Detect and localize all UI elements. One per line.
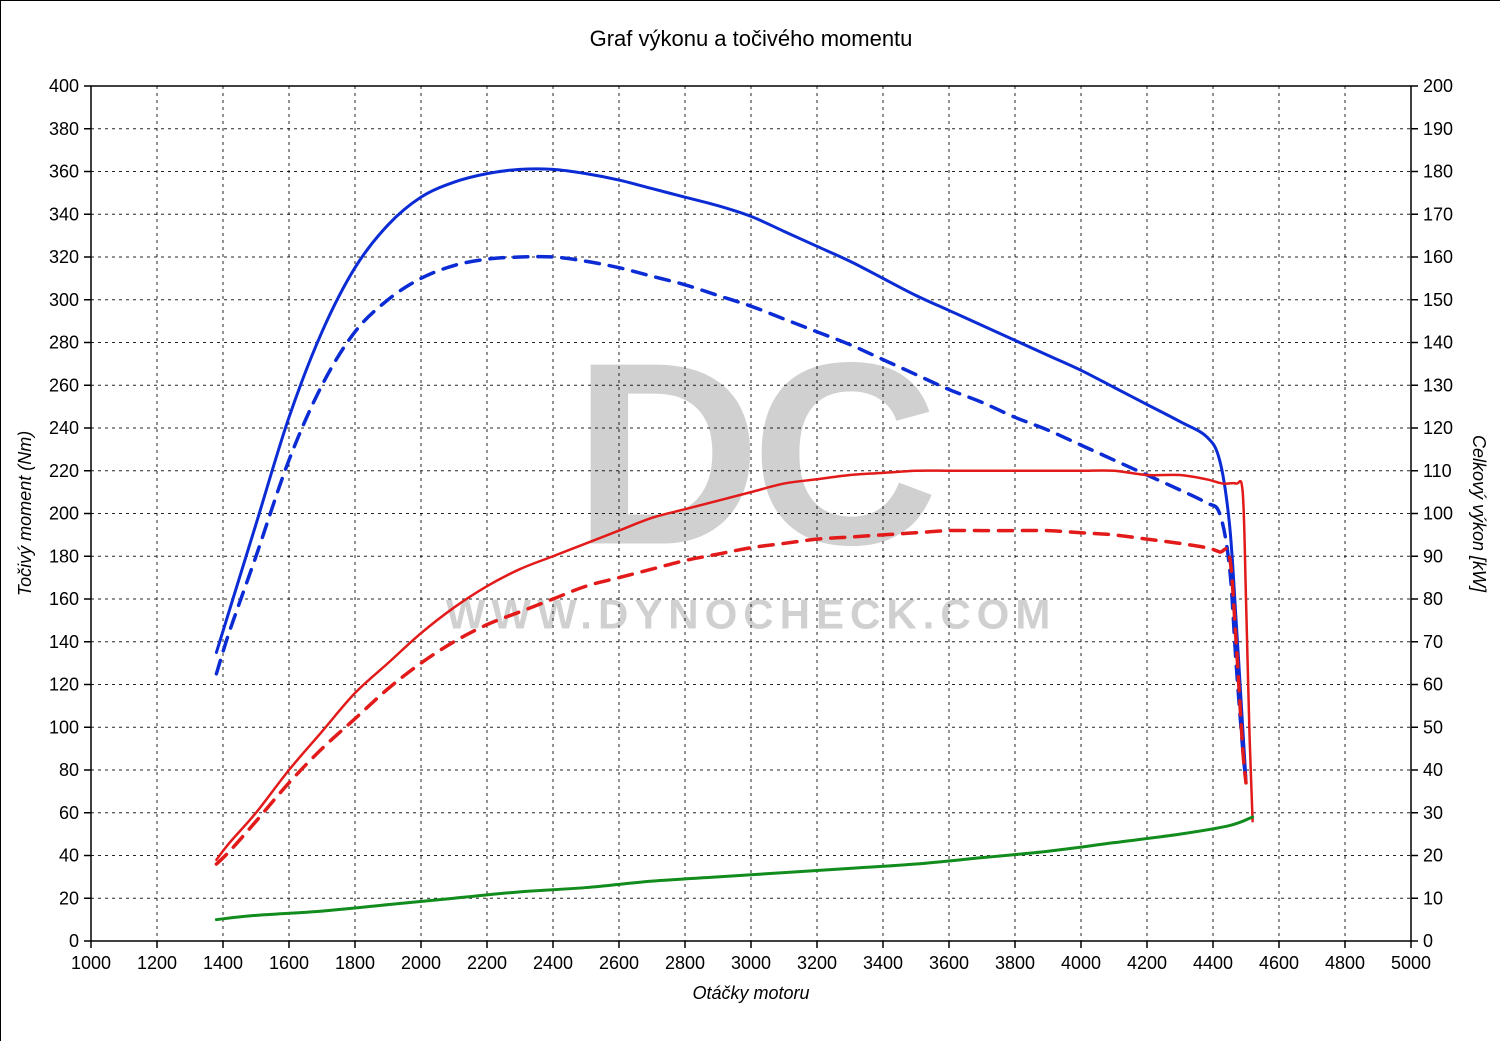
y-left-tick-label: 340 — [49, 204, 79, 224]
y-right-tick-label: 80 — [1423, 589, 1443, 609]
y-left-tick-label: 280 — [49, 333, 79, 353]
y-right-tick-label: 180 — [1423, 162, 1453, 182]
y-right-tick-label: 100 — [1423, 504, 1453, 524]
y-left-tick-label: 400 — [49, 76, 79, 96]
y-left-tick-label: 0 — [69, 931, 79, 951]
y-left-tick-label: 240 — [49, 418, 79, 438]
x-tick-label: 3400 — [863, 953, 903, 973]
grid — [91, 86, 1411, 941]
y-left-tick-label: 20 — [59, 888, 79, 908]
y-right-tick-label: 200 — [1423, 76, 1453, 96]
y-left-tick-label: 80 — [59, 760, 79, 780]
x-tick-label: 1400 — [203, 953, 243, 973]
y-right-tick-label: 160 — [1423, 247, 1453, 267]
y-right-tick-label: 190 — [1423, 119, 1453, 139]
y-left-tick-label: 300 — [49, 290, 79, 310]
y-left-tick-label: 220 — [49, 461, 79, 481]
chart-svg: DCWWW.DYNOCHECK.COM100012001400160018002… — [1, 1, 1500, 1042]
x-tick-label: 5000 — [1391, 953, 1431, 973]
y-right-tick-label: 0 — [1423, 931, 1433, 951]
x-tick-label: 2600 — [599, 953, 639, 973]
y-left-tick-label: 320 — [49, 247, 79, 267]
y-right-tick-label: 90 — [1423, 546, 1443, 566]
x-tick-label: 4800 — [1325, 953, 1365, 973]
y-right-tick-label: 150 — [1423, 290, 1453, 310]
x-axis-title: Otáčky motoru — [692, 983, 809, 1003]
x-tick-label: 4000 — [1061, 953, 1101, 973]
y-right-tick-label: 10 — [1423, 888, 1443, 908]
y-right-axis-title: Celkový výkon [kW] — [1469, 435, 1489, 593]
svg-text:DC: DC — [573, 310, 934, 600]
y-right-tick-label: 170 — [1423, 204, 1453, 224]
y-right-tick-label: 60 — [1423, 675, 1443, 695]
y-right-tick-label: 70 — [1423, 632, 1443, 652]
y-left-tick-label: 180 — [49, 546, 79, 566]
y-left-tick-label: 140 — [49, 632, 79, 652]
x-tick-label: 4600 — [1259, 953, 1299, 973]
y-left-tick-label: 380 — [49, 119, 79, 139]
x-tick-label: 1000 — [71, 953, 111, 973]
x-tick-label: 2400 — [533, 953, 573, 973]
y-right-tick-label: 40 — [1423, 760, 1443, 780]
y-right-tick-label: 20 — [1423, 846, 1443, 866]
y-left-tick-label: 260 — [49, 375, 79, 395]
x-tick-label: 1600 — [269, 953, 309, 973]
y-left-tick-label: 200 — [49, 504, 79, 524]
chart-title: Graf výkonu a točivého momentu — [590, 26, 913, 51]
x-tick-label: 2200 — [467, 953, 507, 973]
x-tick-label: 1800 — [335, 953, 375, 973]
y-right-tick-label: 130 — [1423, 375, 1453, 395]
dyno-chart: DCWWW.DYNOCHECK.COM100012001400160018002… — [0, 0, 1500, 1041]
x-tick-label: 3800 — [995, 953, 1035, 973]
y-left-tick-label: 120 — [49, 675, 79, 695]
y-right-tick-label: 140 — [1423, 333, 1453, 353]
y-right-tick-label: 110 — [1423, 461, 1452, 481]
x-tick-label: 4200 — [1127, 953, 1167, 973]
y-left-tick-label: 100 — [49, 717, 79, 737]
y-left-tick-label: 360 — [49, 162, 79, 182]
x-tick-label: 2800 — [665, 953, 705, 973]
x-tick-label: 1200 — [137, 953, 177, 973]
x-tick-label: 3200 — [797, 953, 837, 973]
y-left-tick-label: 160 — [49, 589, 79, 609]
x-tick-label: 3000 — [731, 953, 771, 973]
x-tick-label: 2000 — [401, 953, 441, 973]
y-right-tick-label: 120 — [1423, 418, 1453, 438]
y-left-axis-title: Točivý moment (Nm) — [15, 431, 35, 596]
y-left-tick-label: 40 — [59, 846, 79, 866]
x-tick-label: 3600 — [929, 953, 969, 973]
y-left-tick-label: 60 — [59, 803, 79, 823]
x-tick-label: 4400 — [1193, 953, 1233, 973]
y-right-tick-label: 50 — [1423, 717, 1443, 737]
y-right-tick-label: 30 — [1423, 803, 1443, 823]
